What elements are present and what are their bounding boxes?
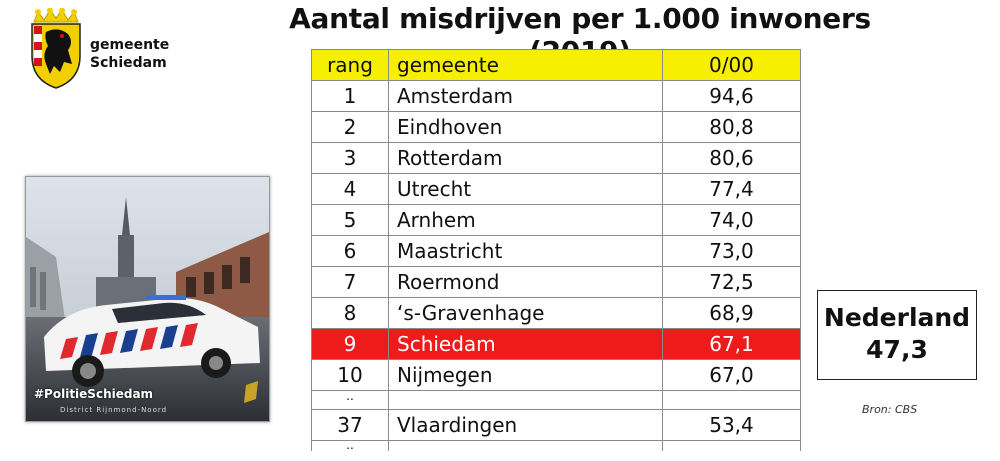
ellipsis-marker: ..	[311, 439, 389, 451]
table-row: 1 Amsterdam 94,6	[311, 80, 801, 112]
row-rank: 7	[311, 266, 389, 298]
logo-line-1: gemeente	[90, 37, 170, 53]
header-rank: rang	[311, 49, 389, 81]
row-value: 77,4	[662, 173, 801, 205]
row-value: 73,0	[662, 235, 801, 267]
row-name: Amsterdam	[388, 80, 663, 112]
row-name: Nijmegen	[388, 359, 663, 391]
ellipsis-marker: ..	[311, 390, 389, 410]
row-name: Arnhem	[388, 204, 663, 236]
row-value: 67,1	[662, 328, 801, 360]
row-rank: 10	[311, 359, 389, 391]
row-rank: 3	[311, 142, 389, 174]
photo-district: District Rijnmond-Noord	[60, 406, 168, 414]
municipality-logo: gemeente Schiedam	[28, 8, 188, 93]
table-row: 10 Nijmegen 67,0	[311, 359, 801, 391]
row-name: Roermond	[388, 266, 663, 298]
national-value: 47,3	[866, 335, 928, 364]
header-value: 0/00	[662, 49, 801, 81]
row-value: 72,5	[662, 266, 801, 298]
row-name: ‘s-Gravenhage	[388, 297, 663, 329]
row-name: Utrecht	[388, 173, 663, 205]
table-row-highlighted: 9 Schiedam 67,1	[311, 328, 801, 360]
row-name: Maastricht	[388, 235, 663, 267]
table-row-ellipsis: ..	[311, 439, 801, 451]
header-municipality: gemeente	[388, 49, 663, 81]
national-label: Nederland	[823, 303, 971, 332]
row-rank: 1	[311, 80, 389, 112]
table-row-ellipsis: ..	[311, 390, 801, 410]
row-value: 80,8	[662, 111, 801, 143]
police-car-image	[26, 177, 269, 421]
row-name: Rotterdam	[388, 142, 663, 174]
row-value: 80,6	[662, 142, 801, 174]
row-name: Eindhoven	[388, 111, 663, 143]
table-row: 3 Rotterdam 80,6	[311, 142, 801, 174]
row-name: Schiedam	[388, 328, 663, 360]
table-row: 6 Maastricht 73,0	[311, 235, 801, 267]
source-note: Bron: CBS	[862, 403, 918, 416]
row-value: 94,6	[662, 80, 801, 112]
table-row: 7 Roermond 72,5	[311, 266, 801, 298]
crime-ranking-table: rang gemeente 0/00 1 Amsterdam 94,6 2 Ei…	[311, 49, 801, 451]
table-row: 4 Utrecht 77,4	[311, 173, 801, 205]
table-row: 8 ‘s-Gravenhage 68,9	[311, 297, 801, 329]
row-rank: 37	[311, 409, 389, 441]
photo-hashtag: #PolitieSchiedam	[34, 387, 154, 401]
row-rank: 8	[311, 297, 389, 329]
table-row: 2 Eindhoven 80,8	[311, 111, 801, 143]
national-average-box: Nederland 47,3	[817, 290, 977, 380]
row-rank: 2	[311, 111, 389, 143]
row-value: 67,0	[662, 359, 801, 391]
row-value: 68,9	[662, 297, 801, 329]
row-rank: 9	[311, 328, 389, 360]
row-value: 53,4	[662, 409, 801, 441]
row-rank: 5	[311, 204, 389, 236]
table-header-row: rang gemeente 0/00	[311, 49, 801, 81]
row-name: Vlaardingen	[388, 409, 663, 441]
row-value: 74,0	[662, 204, 801, 236]
row-rank: 6	[311, 235, 389, 267]
row-rank: 4	[311, 173, 389, 205]
table-row: 5 Arnhem 74,0	[311, 204, 801, 236]
police-car-photo: #PolitieSchiedam District Rijnmond-Noord	[25, 176, 270, 422]
coat-of-arms-icon	[31, 8, 81, 89]
logo-line-2: Schiedam	[90, 55, 167, 71]
table-row: 37 Vlaardingen 53,4	[311, 409, 801, 441]
